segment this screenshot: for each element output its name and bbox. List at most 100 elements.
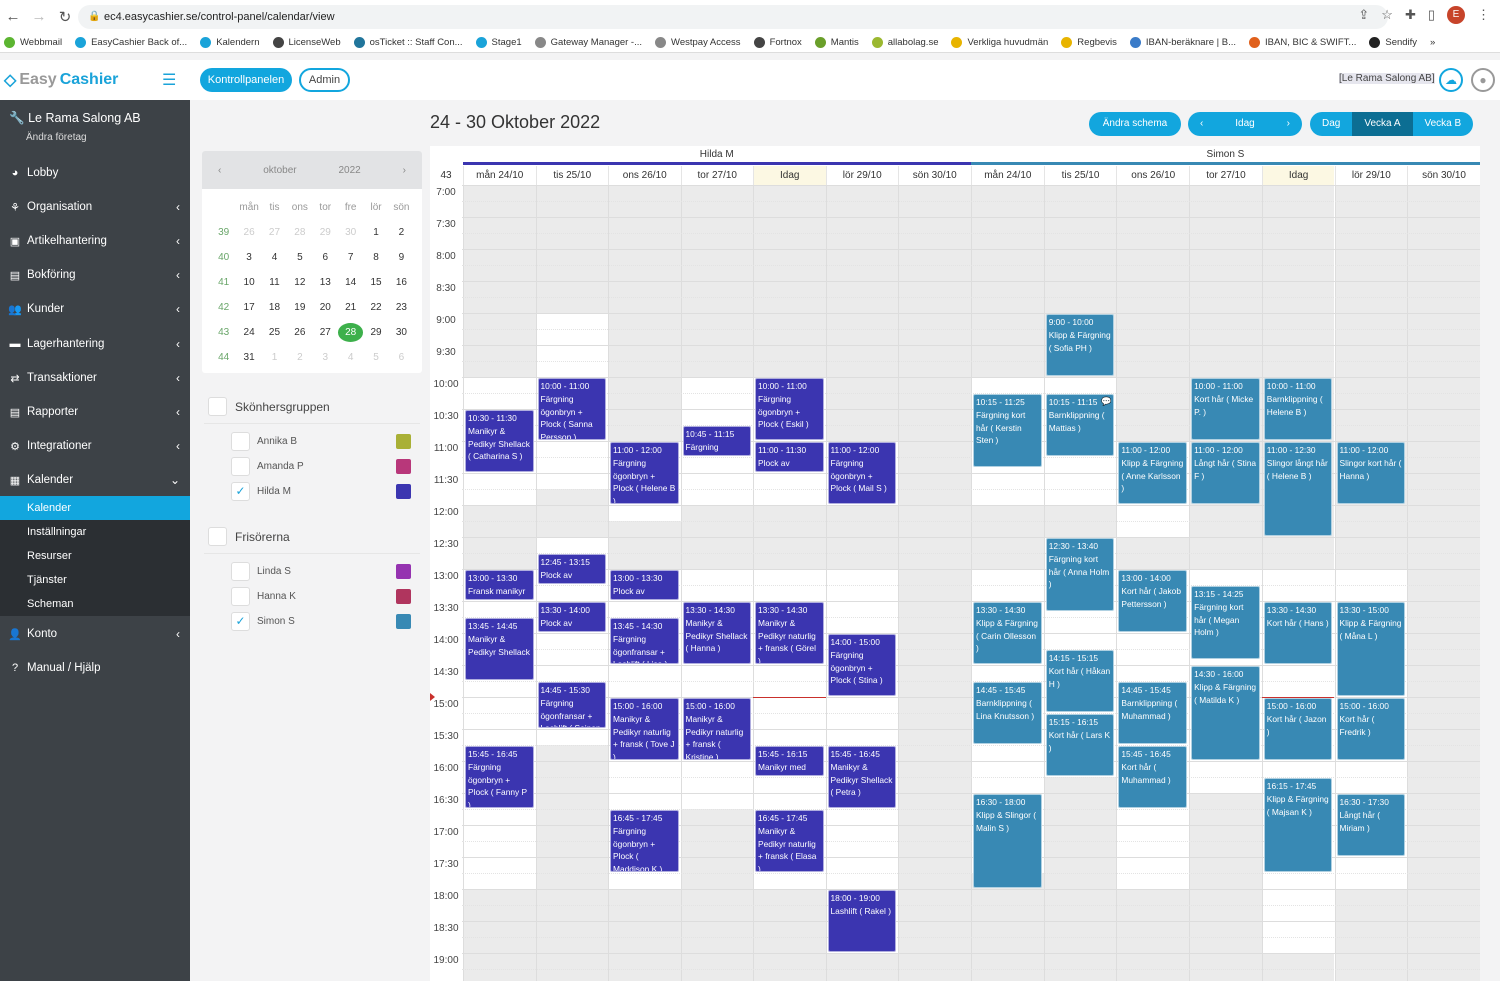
- resource-checkbox[interactable]: ✓: [231, 612, 250, 631]
- bookmark-item[interactable]: osTicket :: Staff Con...: [353, 37, 463, 48]
- day-cell[interactable]: 14: [345, 277, 357, 288]
- group-checkbox[interactable]: [208, 527, 227, 546]
- bookmark-item[interactable]: LicenseWeb: [272, 37, 341, 48]
- day-column[interactable]: [680, 185, 753, 981]
- day-cell[interactable]: 4: [271, 252, 278, 263]
- day-cell[interactable]: 5: [373, 352, 379, 363]
- prev-week-icon[interactable]: ‹: [1200, 118, 1204, 129]
- booking-event[interactable]: 11:00 - 12:00 Färgning ögonbryn + Plock (…: [827, 442, 896, 504]
- booking-event[interactable]: 14:45 - 15:45 Barnklippning ( Lina Knutss…: [973, 682, 1042, 744]
- sidebar-item-lagerhantering[interactable]: ▬ Lagerhantering ‹: [0, 327, 190, 361]
- bookmark-item[interactable]: Webbmail: [4, 37, 62, 48]
- sidebar-item-kunder[interactable]: 👥 Kunder ‹: [0, 292, 190, 326]
- booking-event[interactable]: 13:45 - 14:30 Färgning ögonfransar + Lash…: [610, 618, 679, 664]
- bookmark-item[interactable]: Verkliga huvudmän: [951, 37, 1048, 48]
- booking-event[interactable]: 14:45 - 15:30 Färgning ögonfransar + Lash…: [537, 682, 606, 728]
- day-header[interactable]: Idag: [1261, 166, 1335, 186]
- sidebar-item-bokföring[interactable]: ▤ Bokföring ‹: [0, 258, 190, 292]
- booking-event[interactable]: 15:45 - 16:15 Manikyr med: [755, 746, 824, 776]
- submenu-item[interactable]: Scheman: [27, 598, 74, 610]
- menu-icon[interactable]: ⋮: [1477, 7, 1490, 22]
- day-header[interactable]: ons 26/10: [1116, 166, 1189, 186]
- today-button[interactable]: Idag: [1235, 118, 1255, 129]
- day-header[interactable]: tis 25/10: [535, 166, 609, 186]
- bookmark-item[interactable]: IBAN-beräknare | B...: [1129, 37, 1236, 48]
- sidepanel-icon[interactable]: ▯: [1427, 7, 1435, 22]
- booking-event[interactable]: 9:00 - 10:00 Klipp & Färgning ( Sofia PH …: [1045, 314, 1115, 376]
- bookmark-item[interactable]: Westpay Access: [655, 37, 741, 48]
- day-column[interactable]: [1407, 185, 1480, 981]
- booking-event[interactable]: 10:00 - 11:00 Färgning ögonbryn + Plock (…: [537, 378, 606, 440]
- booking-event[interactable]: 15:45 - 16:45 Kort hår ( Muhammad ): [1118, 746, 1188, 808]
- day-header[interactable]: lör 29/10: [1334, 166, 1408, 186]
- booking-event[interactable]: 13:00 - 14:00 Kort hår ( Jakob Pettersson…: [1118, 570, 1188, 632]
- day-cell[interactable]: 10: [243, 277, 255, 288]
- booking-event[interactable]: 15:45 - 16:45 Manikyr & Pedikyr Shellack …: [827, 746, 896, 808]
- day-cell[interactable]: 26: [243, 227, 255, 238]
- booking-event[interactable]: 10:00 - 11:00 Färgning ögonbryn + Plock (…: [755, 378, 824, 440]
- reload-icon[interactable]: ↻: [58, 8, 72, 26]
- sidebar-item-integrationer[interactable]: ⚙ Integrationer ‹: [0, 429, 190, 463]
- sidebar-item-rapporter[interactable]: ▤ Rapporter ‹: [0, 395, 190, 429]
- booking-event[interactable]: 15:45 - 16:45 Färgning ögonbryn + Plock (…: [465, 746, 534, 808]
- sidebar-item-account[interactable]: 👤 Konto ‹: [0, 617, 190, 651]
- resource-checkbox[interactable]: [231, 562, 250, 581]
- forward-icon[interactable]: →: [31, 8, 47, 25]
- booking-event[interactable]: 13:45 - 14:45 Manikyr & Pedikyr Shellack: [465, 618, 534, 680]
- day-cell[interactable]: 9: [398, 252, 405, 263]
- cloud-upload-icon[interactable]: ☁: [1439, 68, 1463, 92]
- admin-button[interactable]: Admin: [299, 68, 350, 92]
- day-cell[interactable]: 21: [345, 302, 357, 313]
- booking-event[interactable]: 14:45 - 15:45 Barnklippning ( Muhammad ): [1118, 682, 1188, 744]
- booking-event[interactable]: 13:30 - 14:30 Manikyr & Pedikyr Shellack …: [682, 602, 751, 664]
- day-header[interactable]: Idag: [753, 166, 826, 186]
- resource-item[interactable]: Amanda P: [231, 457, 304, 476]
- day-cell[interactable]: 17: [243, 302, 255, 313]
- day-cell[interactable]: 1: [373, 227, 379, 238]
- mini-year[interactable]: 2022: [338, 164, 361, 176]
- booking-event[interactable]: 13:00 - 13:30 Plock av: [610, 570, 679, 600]
- day-header[interactable]: tis 25/10: [1043, 166, 1117, 186]
- bookmark-item[interactable]: Mantis: [814, 37, 859, 48]
- booking-event[interactable]: 11:00 - 12:00 Långt hår ( Stina F ): [1191, 442, 1260, 504]
- submenu-item[interactable]: Resurser: [27, 550, 72, 562]
- day-cell[interactable]: 22: [370, 302, 382, 313]
- control-panel-button[interactable]: Kontrollpanelen: [200, 68, 292, 92]
- day-cell[interactable]: 29: [319, 227, 331, 238]
- resource-checkbox[interactable]: ✓: [231, 482, 250, 501]
- day-header[interactable]: ons 26/10: [608, 166, 681, 186]
- booking-event[interactable]: 13:30 - 14:30 Kort hår ( Hans ): [1263, 602, 1333, 664]
- day-header[interactable]: mån 24/10: [971, 166, 1044, 186]
- booking-event[interactable]: 14:15 - 15:15 Kort hår ( Håkan H ): [1045, 650, 1115, 712]
- day-column[interactable]: [1334, 185, 1408, 981]
- group-checkbox[interactable]: [208, 397, 227, 416]
- back-icon[interactable]: ←: [5, 8, 21, 25]
- resource-item[interactable]: Annika B: [231, 432, 297, 451]
- day-cell[interactable]: 12: [294, 277, 306, 288]
- booking-event[interactable]: 16:45 - 17:45 Manikyr & Pedikyr naturlig …: [755, 810, 824, 872]
- mini-month[interactable]: oktober: [263, 164, 297, 176]
- day-cell[interactable]: 7: [347, 252, 354, 263]
- hamburger-icon[interactable]: ☰: [162, 72, 177, 89]
- day-cell[interactable]: 28: [294, 227, 306, 238]
- submenu-item[interactable]: Tjänster: [27, 574, 67, 586]
- booking-event[interactable]: 10:30 - 11:30 Manikyr & Pedikyr Shellack …: [465, 410, 534, 472]
- booking-event[interactable]: 12:30 - 13:40 Färgning kort hår ( Anna Ho…: [1045, 538, 1115, 611]
- day-header[interactable]: mån 24/10: [463, 166, 536, 186]
- change-schedule-button[interactable]: Ändra schema: [1089, 112, 1181, 136]
- booking-event[interactable]: 15:00 - 16:00 Kort hår ( Fredrik ): [1336, 698, 1406, 760]
- booking-event[interactable]: 11:00 - 12:00 Slingor kort hår ( Hanna ): [1336, 442, 1406, 504]
- day-cell[interactable]: 31: [243, 352, 255, 363]
- day-column[interactable]: [898, 185, 971, 981]
- day-header[interactable]: tor 27/10: [680, 166, 754, 186]
- day-cell[interactable]: 23: [395, 302, 407, 313]
- day-cell[interactable]: 2: [398, 227, 405, 238]
- day-cell[interactable]: 28: [337, 323, 364, 342]
- bookmark-item[interactable]: Regbevis: [1061, 37, 1117, 48]
- booking-event[interactable]: 11:00 - 12:00 Klipp & Färgning ( Anne Kar…: [1118, 442, 1188, 504]
- booking-event[interactable]: 16:15 - 17:45 Klipp & Färgning ( Majsan K…: [1263, 778, 1333, 872]
- bookmark-item[interactable]: allabolag.se: [871, 37, 938, 48]
- day-cell[interactable]: 27: [319, 327, 331, 338]
- sidebar-item-kalender[interactable]: ▦ Kalender ⌄: [0, 463, 190, 497]
- booking-event[interactable]: 13:30 - 14:00 Plock av: [537, 602, 606, 632]
